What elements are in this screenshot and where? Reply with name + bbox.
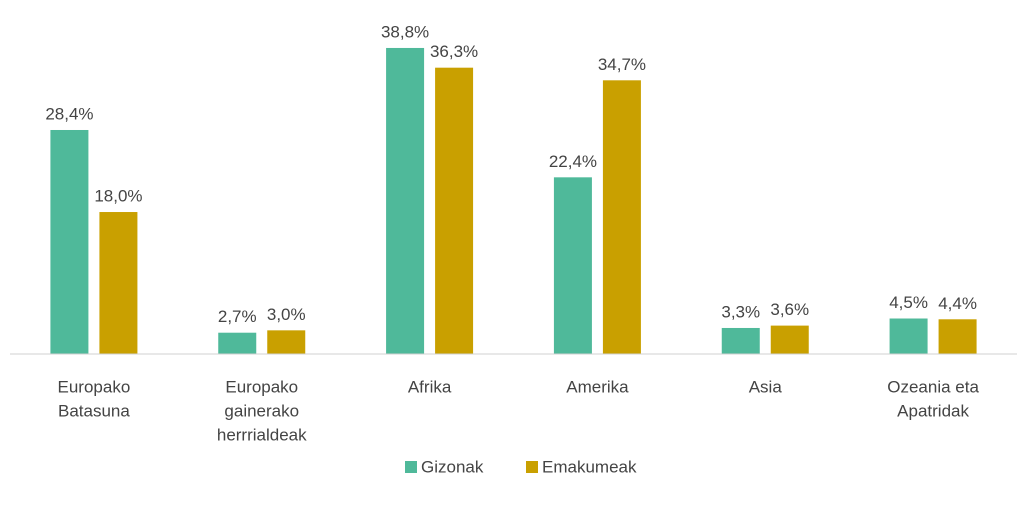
bar (99, 212, 138, 354)
x-tick-label: herrrialdeak (217, 425, 307, 444)
data-label: 36,3% (430, 42, 478, 61)
bar (435, 67, 474, 354)
data-label: 38,8% (381, 22, 429, 41)
data-label: 2,7% (218, 307, 257, 326)
data-label: 3,0% (267, 305, 306, 324)
bar (889, 318, 928, 354)
x-tick-label: Ozeania eta (887, 377, 979, 396)
data-label: 4,5% (889, 293, 928, 312)
bar (267, 330, 306, 354)
bar (50, 129, 89, 354)
bar (721, 327, 760, 354)
x-tick-label: gainerako (224, 401, 299, 420)
x-tick-label: Europako (58, 377, 131, 396)
x-tick-label: Apatridak (897, 401, 969, 420)
data-label: 18,0% (94, 187, 142, 206)
legend-label: Gizonak (421, 457, 484, 476)
data-label: 28,4% (45, 104, 93, 123)
x-tick-label: Batasuna (58, 401, 130, 420)
legend-swatch (526, 461, 538, 473)
bar (938, 319, 977, 354)
bar (218, 332, 257, 354)
data-label: 3,3% (721, 302, 760, 321)
x-tick-label: Asia (749, 377, 783, 396)
legend-swatch (405, 461, 417, 473)
data-label: 3,6% (770, 300, 809, 319)
bar (770, 325, 809, 354)
bar (386, 47, 425, 355)
data-label: 34,7% (598, 55, 646, 74)
bar (553, 177, 592, 354)
x-tick-label: Afrika (408, 377, 452, 396)
x-tick-label: Amerika (566, 377, 629, 396)
x-tick-label: Europako (225, 377, 298, 396)
bar (602, 80, 641, 355)
data-label: 4,4% (938, 294, 977, 313)
data-label: 22,4% (549, 152, 597, 171)
legend-label: Emakumeak (542, 457, 637, 476)
